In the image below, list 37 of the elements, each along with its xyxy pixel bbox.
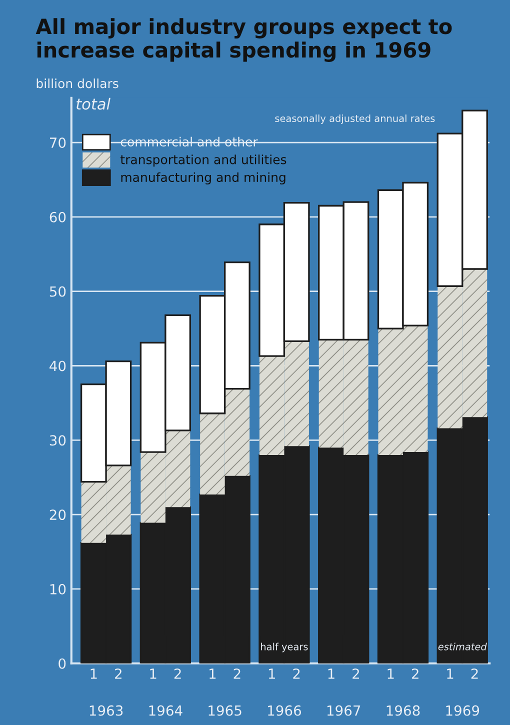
y-tick-label: 30 [50,435,66,446]
x-tick-label: 2 [115,668,122,679]
x-tick-label: 2 [293,668,300,679]
x-tick-label: 1 [388,668,394,679]
text: 1965 [208,705,242,716]
text: 1963 [90,705,123,716]
x-tick-label: 2 [471,668,478,679]
text: 1967 [327,705,360,716]
y-tick-label: 20 [50,510,66,520]
x-tick-label: 2 [174,668,181,679]
x-tick-label: 1 [150,668,156,679]
y-tick-label: 0 [58,658,66,669]
annotation: half years [261,642,308,652]
text: 1969 [446,705,480,716]
y-tick-label: 60 [50,212,66,222]
x-tick-label: 1 [447,668,454,679]
y-axis-title: billion dollars [36,78,118,88]
x-tick-label: 1 [328,668,334,679]
y-tick-label: 40 [50,360,66,372]
text: 1966 [268,705,302,716]
y-tick-label: 70 [50,137,66,148]
annotation: seasonally adjusted annual rates [275,114,435,124]
y-tick-label: 10 [50,584,66,594]
x-tick-label: 1 [268,668,275,679]
legend-label: transportation and utilities [120,154,286,167]
annotation: estimated [438,642,487,650]
x-tick-label: 1 [210,668,216,679]
y-tick-label: 50 [50,286,66,297]
annotation: total [76,98,110,110]
chart-title: All major industry groups expect to increase capital spending in 1969 [36,18,452,62]
text: 1968 [386,705,420,716]
x-tick-label: 2 [352,668,359,679]
x-tick-label: 1 [90,668,97,679]
x-tick-label: 2 [412,668,418,679]
x-tick-label: 2 [234,668,240,679]
legend-label: manufacturing and mining [121,172,286,184]
text: 1964 [149,705,182,716]
